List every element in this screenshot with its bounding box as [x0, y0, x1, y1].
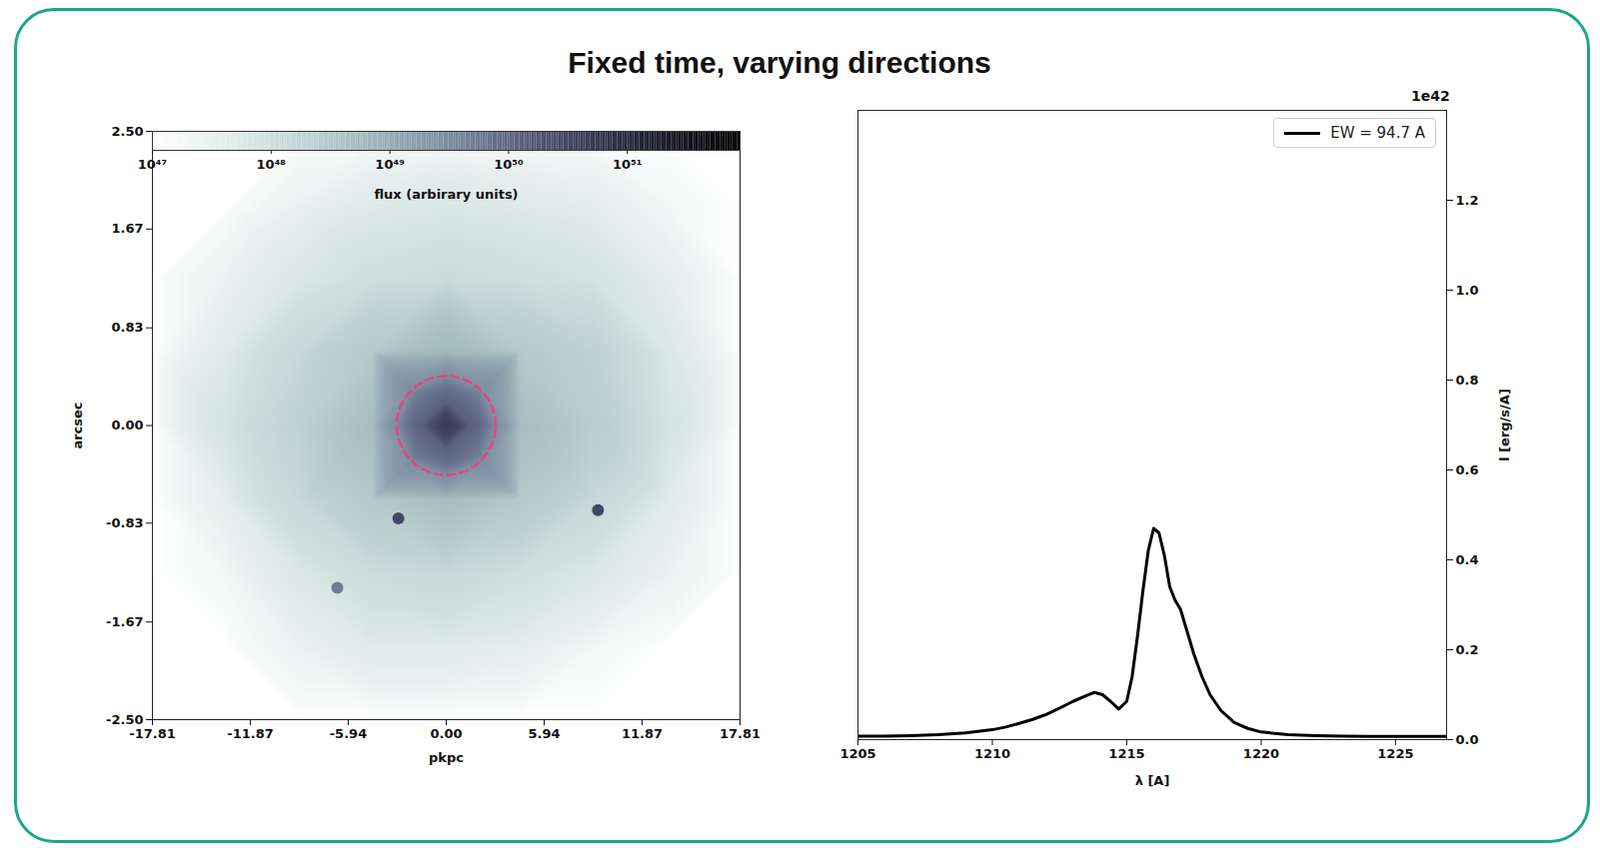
svg-text:1220: 1220 — [1243, 746, 1280, 762]
svg-text:-2.50: -2.50 — [105, 712, 143, 728]
svg-text:1.2: 1.2 — [1456, 192, 1480, 208]
html-text:1e42: 1e42 — [1411, 87, 1450, 104]
svg-text:11.87: 11.87 — [621, 726, 663, 742]
svg-text:l [erg/s/A]: l [erg/s/A] — [1497, 388, 1513, 462]
html-text:Fixed time, varying directions: Fixed time, varying directions — [567, 45, 992, 79]
svg-text:-0.83: -0.83 — [105, 515, 143, 531]
svg-text:1.67: 1.67 — [110, 220, 143, 236]
svg-text:0.83: 0.83 — [110, 319, 143, 335]
svg-text:-11.87: -11.87 — [226, 726, 274, 742]
svg-text:1.0: 1.0 — [1456, 282, 1480, 298]
svg-text:-1.67: -1.67 — [105, 614, 143, 630]
svg-text:10⁵⁰: 10⁵⁰ — [493, 156, 524, 172]
svg-text:0.00: 0.00 — [110, 417, 143, 433]
svg-text:1205: 1205 — [839, 746, 876, 762]
svg-text:0.0: 0.0 — [1456, 732, 1480, 748]
svg-text:0.6: 0.6 — [1456, 462, 1480, 478]
svg-text:0.2: 0.2 — [1456, 642, 1480, 658]
svg-text:pkpc: pkpc — [428, 750, 464, 766]
svg-text:17.81: 17.81 — [719, 726, 760, 742]
svg-text:0.8: 0.8 — [1456, 372, 1480, 388]
svg-text:1225: 1225 — [1377, 746, 1414, 762]
svg-text:1210: 1210 — [974, 746, 1011, 762]
svg-text:10⁴⁷: 10⁴⁷ — [137, 156, 167, 172]
svg-text:-17.81: -17.81 — [128, 726, 176, 742]
svg-text:flux (arbirary units): flux (arbirary units) — [373, 186, 518, 202]
svg-text:10⁴⁹: 10⁴⁹ — [374, 156, 405, 172]
html-text:EW = 94.7 A: EW = 94.7 A — [1330, 123, 1426, 142]
svg-text:arcsec: arcsec — [69, 401, 85, 449]
svg-text:-5.94: -5.94 — [329, 726, 367, 742]
svg-text:10⁴⁸: 10⁴⁸ — [256, 156, 287, 172]
svg-text:0.4: 0.4 — [1456, 552, 1480, 568]
svg-text:λ [A]: λ [A] — [1135, 773, 1171, 789]
svg-text:5.94: 5.94 — [528, 726, 561, 742]
svg-text:2.50: 2.50 — [110, 123, 143, 139]
svg-text:10⁵¹: 10⁵¹ — [612, 156, 642, 172]
svg-text:1215: 1215 — [1108, 746, 1145, 762]
svg-text:0.00: 0.00 — [429, 726, 462, 742]
